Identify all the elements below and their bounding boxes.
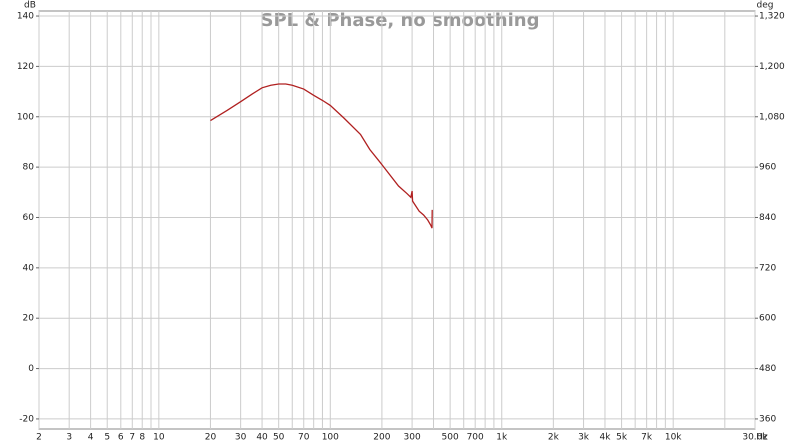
x-tick-label: 100 [322, 433, 339, 443]
y-tick-label: 140 [17, 12, 34, 22]
x-tick-label: 3 [66, 433, 72, 443]
x-tick-label: 1k [496, 433, 508, 443]
x-tick-label: 5 [104, 433, 110, 443]
x-tick-label: 6 [118, 433, 124, 443]
y2-tick-label: 1,320 [759, 12, 785, 22]
y2-tick-label: 360 [759, 414, 776, 424]
x-tick-label: 500 [442, 433, 459, 443]
x-tick-label: 10k [665, 433, 682, 443]
x-tick-label: 7k [641, 433, 653, 443]
plot-area [38, 10, 756, 430]
x-tick-label: 70 [298, 433, 310, 443]
y-axis-label: dB [24, 1, 36, 11]
y-tick-label: 60 [23, 213, 35, 223]
x-axis-label: Hz [756, 433, 768, 443]
x-tick-label: 50 [273, 433, 285, 443]
x-tick-label: 8 [139, 433, 145, 443]
y2-tick-label: 480 [759, 364, 776, 374]
x-tick-label: 2k [548, 433, 560, 443]
y-tick-label: 100 [17, 112, 34, 122]
y2-tick-label: 840 [759, 213, 776, 223]
line-series [210, 83, 433, 229]
x-tick-label: 5k [616, 433, 628, 443]
y-tick-label: 120 [17, 62, 34, 72]
y2-tick-label: 600 [759, 314, 776, 324]
chart-title: SPL & Phase, no smoothing [261, 10, 540, 31]
y2-tick-label: 960 [759, 163, 776, 173]
y2-tick-label: 1,200 [759, 62, 785, 72]
x-tick-label: 10 [153, 433, 165, 443]
x-tick-label: 30 [235, 433, 247, 443]
x-tick-label: 300 [404, 433, 421, 443]
y-tick-label: 0 [28, 364, 34, 374]
x-tick-label: 20 [205, 433, 217, 443]
x-tick-label: 7 [129, 433, 135, 443]
x-tick-label: 2 [36, 433, 42, 443]
x-tick-label: 3k [578, 433, 590, 443]
y2-axis-label: deg [757, 1, 774, 11]
x-tick-label: 700 [467, 433, 484, 443]
x-tick-label: 40 [256, 433, 268, 443]
y-tick-label: 40 [23, 263, 35, 273]
y2-tick-label: 720 [759, 263, 776, 273]
x-tick-label: 30.0k [742, 433, 768, 443]
y2-tick-label: 1,080 [759, 112, 785, 122]
y-tick-label: -20 [19, 414, 34, 424]
x-tick-label: 4k [599, 433, 611, 443]
x-tick-label: 4 [88, 433, 94, 443]
y-tick-label: 20 [23, 314, 35, 324]
y-tick-label: 80 [23, 163, 35, 173]
x-tick-label: 200 [373, 433, 390, 443]
